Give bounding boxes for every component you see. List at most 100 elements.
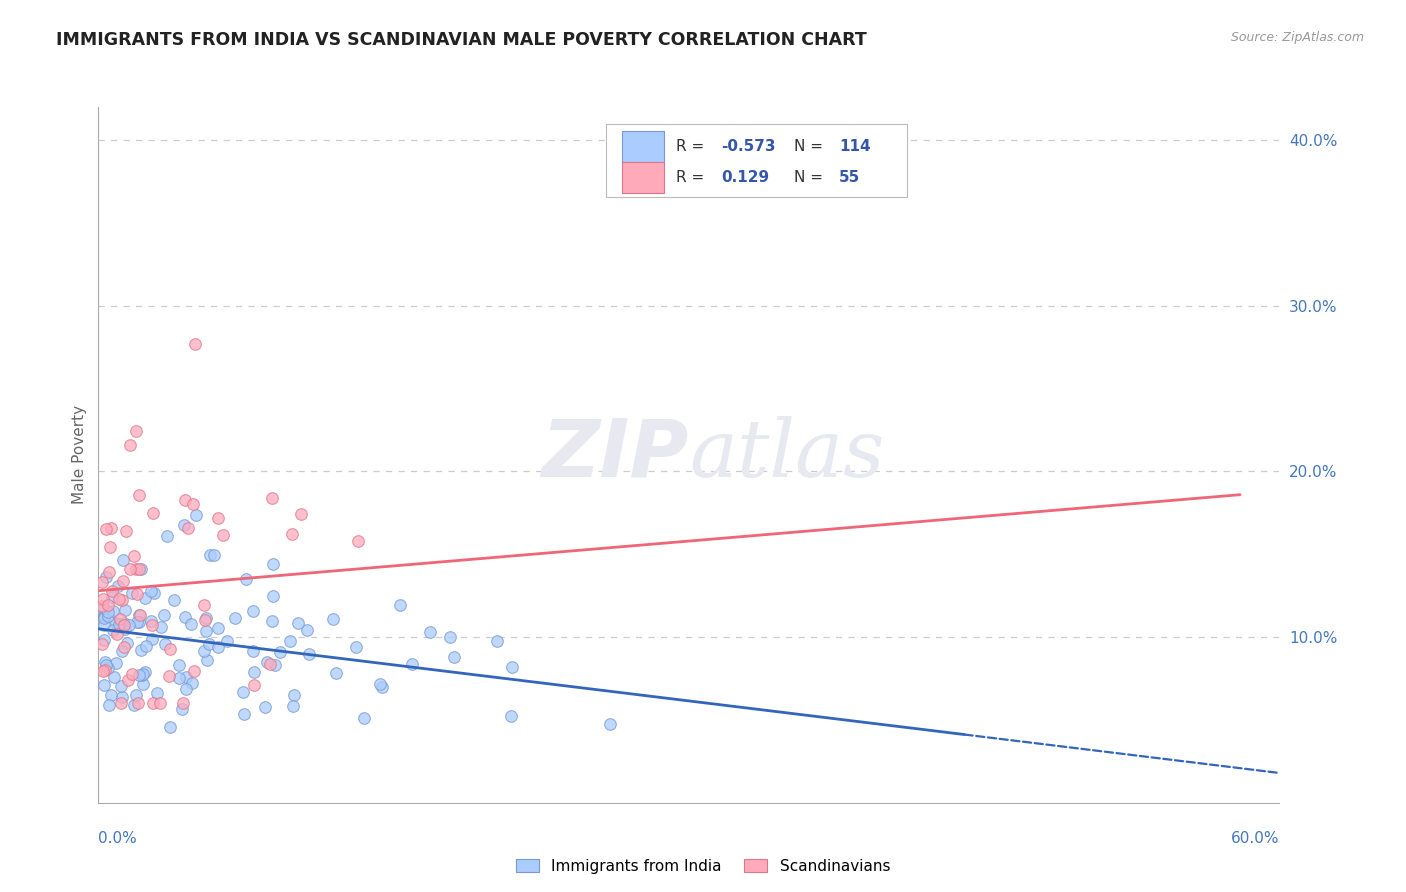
Point	[260, 491, 283, 505]
Point	[194, 614, 217, 628]
Point	[174, 670, 197, 684]
Point	[122, 698, 145, 712]
Point	[96, 657, 118, 672]
Point	[232, 707, 254, 722]
Point	[173, 518, 195, 533]
Point	[174, 682, 197, 697]
Point	[149, 697, 172, 711]
Point	[256, 655, 278, 669]
Text: N =: N =	[794, 139, 828, 154]
Point	[93, 663, 115, 677]
Text: 55: 55	[839, 170, 860, 185]
Point	[155, 638, 177, 652]
Point	[111, 644, 134, 658]
Point	[439, 630, 461, 644]
Point	[131, 668, 153, 682]
Point	[96, 570, 118, 584]
Point	[111, 574, 134, 589]
Point	[262, 557, 284, 571]
Point	[105, 615, 128, 630]
Point	[91, 637, 114, 651]
Point	[105, 656, 128, 670]
Point	[295, 623, 318, 637]
Point	[115, 636, 138, 650]
Point	[96, 661, 118, 675]
Point	[180, 617, 202, 632]
Point	[156, 528, 179, 542]
Point	[125, 561, 148, 575]
Point	[110, 679, 132, 693]
Text: R =: R =	[676, 139, 709, 154]
Point	[108, 617, 131, 632]
Point	[128, 562, 150, 576]
Point	[141, 618, 163, 632]
Point	[172, 697, 194, 711]
Point	[129, 643, 152, 657]
Point	[193, 644, 215, 658]
Point	[322, 612, 344, 626]
Point	[114, 524, 136, 538]
Point	[97, 609, 120, 624]
Point	[93, 632, 115, 647]
Point	[91, 599, 114, 613]
Point	[353, 711, 375, 725]
Point	[163, 592, 186, 607]
Point	[145, 686, 167, 700]
Point	[242, 604, 264, 618]
Point	[103, 623, 125, 637]
Point	[368, 677, 391, 691]
Point	[259, 657, 281, 671]
Point	[212, 528, 235, 542]
Point	[112, 640, 135, 654]
Point	[128, 667, 150, 681]
Point	[290, 507, 312, 521]
Point	[167, 672, 190, 686]
Point	[235, 573, 257, 587]
Point	[107, 579, 129, 593]
Point	[371, 680, 394, 694]
Point	[499, 708, 522, 723]
Point	[193, 598, 215, 612]
Point	[111, 690, 134, 705]
Point	[181, 497, 204, 511]
Point	[419, 624, 441, 639]
Point	[198, 548, 221, 562]
Text: atlas: atlas	[689, 417, 884, 493]
Point	[184, 337, 207, 351]
Point	[174, 492, 197, 507]
Point	[118, 438, 141, 452]
Point	[278, 634, 301, 648]
Point	[253, 700, 276, 714]
Point	[174, 610, 197, 624]
Point	[114, 603, 136, 617]
Text: 0.0%: 0.0%	[98, 831, 138, 846]
Point	[344, 640, 367, 655]
Point	[134, 665, 156, 680]
Point	[91, 664, 114, 678]
Point	[93, 600, 115, 615]
Point	[388, 598, 411, 612]
Point	[281, 527, 304, 541]
Point	[98, 698, 121, 712]
Point	[149, 619, 172, 633]
Point	[98, 541, 121, 555]
Point	[100, 520, 122, 534]
Point	[135, 639, 157, 653]
Text: IMMIGRANTS FROM INDIA VS SCANDINAVIAN MALE POVERTY CORRELATION CHART: IMMIGRANTS FROM INDIA VS SCANDINAVIAN MA…	[56, 31, 868, 49]
Point	[118, 562, 141, 576]
Point	[105, 627, 128, 641]
Point	[121, 586, 143, 600]
Point	[202, 548, 225, 562]
Point	[207, 640, 229, 654]
Point	[177, 521, 200, 535]
Point	[242, 678, 264, 692]
Point	[242, 644, 264, 658]
Point	[269, 645, 291, 659]
Point	[108, 592, 131, 607]
Point	[142, 586, 165, 600]
Point	[93, 608, 115, 623]
Point	[401, 657, 423, 672]
Point	[224, 611, 246, 625]
Point	[93, 678, 115, 692]
Point	[91, 574, 114, 589]
